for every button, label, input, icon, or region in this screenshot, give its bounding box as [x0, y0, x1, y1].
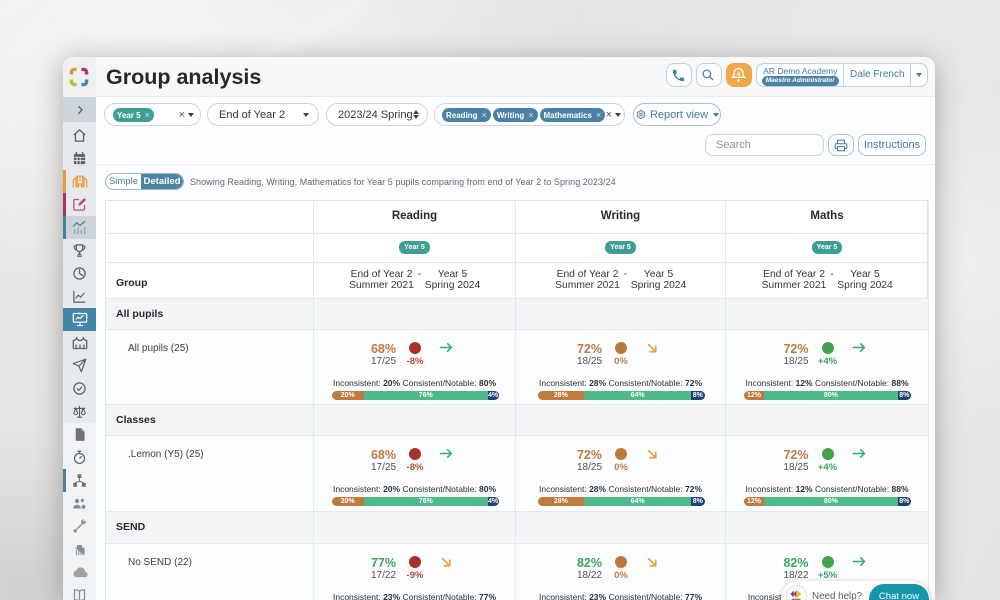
- svg-text:4: 4: [737, 71, 741, 78]
